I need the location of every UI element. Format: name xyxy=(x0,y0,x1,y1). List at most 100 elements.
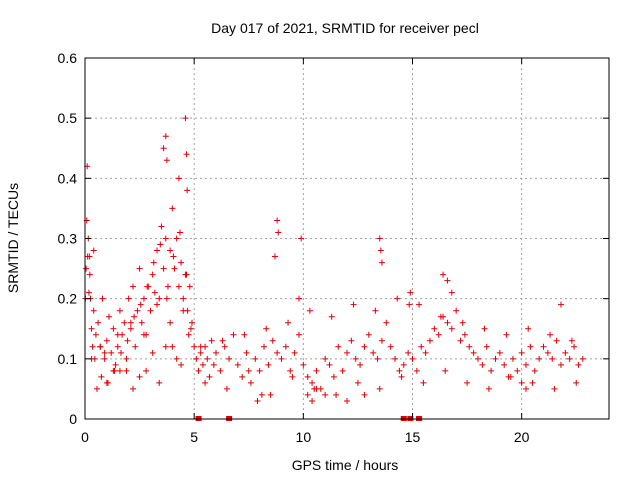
data-point xyxy=(167,319,174,326)
data-point xyxy=(309,379,316,386)
data-point xyxy=(361,391,368,398)
data-point xyxy=(531,367,538,374)
data-point xyxy=(158,223,165,230)
data-point xyxy=(354,379,361,386)
data-point xyxy=(147,307,154,314)
data-point xyxy=(88,325,95,332)
data-point xyxy=(85,289,92,296)
data-point xyxy=(501,361,508,368)
data-point xyxy=(124,337,131,344)
data-point xyxy=(271,253,278,260)
data-point xyxy=(330,373,337,380)
data-point xyxy=(170,253,177,260)
data-point xyxy=(101,355,108,362)
data-point xyxy=(285,319,292,326)
data-point xyxy=(144,283,151,290)
data-point xyxy=(173,355,180,362)
data-point xyxy=(178,259,185,266)
data-point xyxy=(94,385,101,392)
data-point xyxy=(204,355,211,362)
x-tick-label: 5 xyxy=(190,429,198,445)
data-point xyxy=(136,373,143,380)
data-point xyxy=(140,295,147,302)
data-point xyxy=(199,361,206,368)
data-point xyxy=(453,307,460,314)
data-point xyxy=(185,331,192,338)
data-point xyxy=(234,361,241,368)
data-point xyxy=(123,367,130,374)
data-point xyxy=(226,355,233,362)
data-point xyxy=(295,295,302,302)
data-point xyxy=(461,331,468,338)
data-point xyxy=(322,355,329,362)
data-point xyxy=(184,187,191,194)
data-point xyxy=(407,289,414,296)
data-point xyxy=(245,367,252,374)
data-point xyxy=(406,301,413,308)
data-point xyxy=(160,145,167,152)
data-point xyxy=(422,349,429,356)
data-point xyxy=(178,361,185,368)
data-point xyxy=(553,337,560,344)
data-point xyxy=(396,367,403,374)
data-point xyxy=(261,343,268,350)
data-point xyxy=(352,355,359,362)
data-point xyxy=(269,337,276,344)
data-point xyxy=(557,361,564,368)
data-point xyxy=(149,271,156,278)
data-point xyxy=(130,283,137,290)
x-tick-label: 0 xyxy=(81,429,89,445)
data-point xyxy=(83,265,90,272)
data-point xyxy=(483,343,490,350)
data-point xyxy=(527,343,534,350)
data-point xyxy=(503,331,510,338)
data-point xyxy=(442,367,449,374)
data-point xyxy=(116,367,123,374)
data-points xyxy=(82,115,586,404)
data-point xyxy=(579,355,586,362)
data-point xyxy=(183,271,190,278)
data-point xyxy=(416,301,423,308)
data-point xyxy=(313,367,320,374)
data-point xyxy=(112,361,119,368)
data-point xyxy=(440,271,447,278)
data-point xyxy=(573,379,580,386)
data-point xyxy=(566,355,573,362)
data-point xyxy=(151,289,158,296)
data-point xyxy=(213,349,219,356)
data-point xyxy=(289,373,296,380)
data-point xyxy=(361,343,368,350)
data-point xyxy=(274,349,281,356)
y-tick-label: 0 xyxy=(69,411,77,427)
data-point xyxy=(571,343,578,350)
data-point xyxy=(110,325,117,332)
data-point xyxy=(208,337,215,344)
data-point xyxy=(193,355,200,362)
data-point xyxy=(92,331,99,338)
data-point xyxy=(127,319,134,326)
data-point xyxy=(514,367,521,374)
data-point xyxy=(282,343,289,350)
data-point xyxy=(103,379,110,386)
data-point xyxy=(241,331,248,338)
data-point xyxy=(287,367,294,374)
data-point xyxy=(156,379,163,386)
data-point xyxy=(230,331,237,338)
data-point xyxy=(370,349,377,356)
data-point xyxy=(344,349,350,356)
data-point xyxy=(376,385,383,392)
data-point xyxy=(492,355,499,362)
data-point xyxy=(267,391,274,398)
data-point xyxy=(150,259,157,266)
data-point xyxy=(304,391,311,398)
data-point xyxy=(335,343,342,350)
data-point xyxy=(274,217,281,224)
data-point xyxy=(125,295,132,302)
data-point xyxy=(365,331,372,338)
data-point xyxy=(247,379,254,386)
data-point xyxy=(176,229,183,236)
data-point xyxy=(123,355,130,362)
data-point xyxy=(202,379,209,386)
data-point xyxy=(457,337,464,344)
